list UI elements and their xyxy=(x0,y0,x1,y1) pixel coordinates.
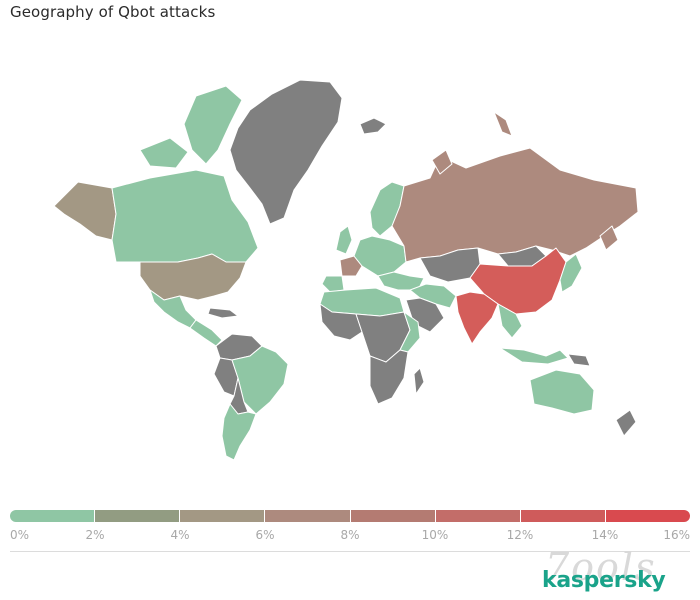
country-new-zealand[interactable] xyxy=(615,409,637,437)
kaspersky-logo: kaspersky xyxy=(542,568,666,593)
country-central-america[interactable] xyxy=(189,319,223,347)
legend-tick: 8% xyxy=(340,528,360,542)
country-papua[interactable] xyxy=(567,353,591,367)
color-legend: 0% 2% 4% 6% 8% 10% 12% 14% 16% xyxy=(10,510,690,550)
legend-segment-4-6 xyxy=(180,510,266,522)
legend-segment-12-14 xyxy=(520,510,606,522)
map-title: Geography of Qbot attacks xyxy=(10,3,216,21)
country-southern-africa[interactable] xyxy=(369,349,409,405)
country-canada[interactable] xyxy=(111,169,259,263)
country-turkey[interactable] xyxy=(377,271,425,291)
country-se-asia[interactable] xyxy=(497,303,523,339)
legend-segment-2-4 xyxy=(95,510,181,522)
legend-segment-0-2 xyxy=(10,510,96,522)
legend-tick: 0% xyxy=(10,528,30,542)
country-canada-arctic-2[interactable] xyxy=(139,137,189,169)
country-canada-arctic[interactable] xyxy=(183,85,243,165)
country-kamchatka[interactable] xyxy=(599,225,619,251)
country-france[interactable] xyxy=(339,255,363,277)
legend-tick: 4% xyxy=(170,528,190,542)
country-uk[interactable] xyxy=(335,225,353,255)
country-japan[interactable] xyxy=(559,253,583,293)
legend-ticks: 0% 2% 4% 6% 8% 10% 12% 14% 16% xyxy=(10,528,690,544)
legend-segment-6-8 xyxy=(265,510,351,522)
country-australia[interactable] xyxy=(529,369,595,415)
country-madagascar[interactable] xyxy=(413,367,425,395)
world-map xyxy=(0,40,700,480)
legend-tick: 10% xyxy=(421,528,449,542)
country-central-europe[interactable] xyxy=(353,235,407,277)
footer-divider xyxy=(10,551,690,552)
watermark-logo: 7ools xyxy=(545,545,657,589)
legend-color-bar xyxy=(10,510,690,522)
legend-tick: 12% xyxy=(506,528,534,542)
world-map-svg xyxy=(53,79,639,461)
legend-segment-10-12 xyxy=(435,510,521,522)
country-argentina[interactable] xyxy=(221,403,257,461)
country-russia-north[interactable] xyxy=(493,111,513,137)
country-caribbean[interactable] xyxy=(207,307,239,319)
country-iceland[interactable] xyxy=(359,117,387,135)
country-greenland[interactable] xyxy=(229,79,343,225)
country-indonesia[interactable] xyxy=(499,347,569,365)
country-spain[interactable] xyxy=(321,275,345,293)
country-india[interactable] xyxy=(455,291,499,345)
country-alaska[interactable] xyxy=(53,181,117,241)
legend-segment-14-16 xyxy=(605,510,690,522)
legend-tick: 14% xyxy=(591,528,619,542)
country-russia[interactable] xyxy=(391,147,639,263)
legend-tick: 2% xyxy=(85,528,105,542)
legend-segment-8-10 xyxy=(350,510,436,522)
country-russia-north-2[interactable] xyxy=(431,149,453,175)
legend-tick: 6% xyxy=(255,528,275,542)
legend-tick: 16% xyxy=(663,528,690,542)
country-west-africa[interactable] xyxy=(319,303,363,341)
